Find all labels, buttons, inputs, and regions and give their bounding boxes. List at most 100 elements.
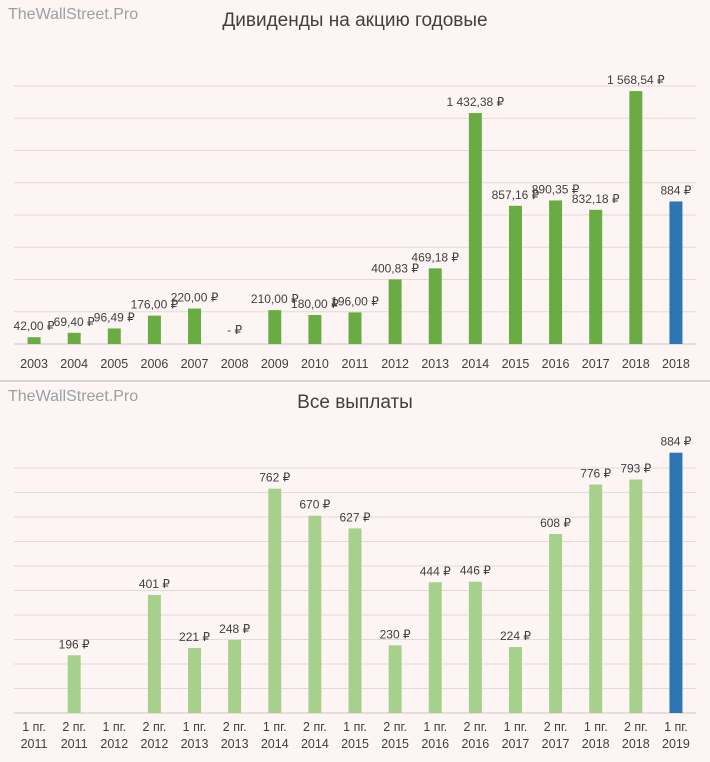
- tick-label: 2011: [21, 737, 48, 751]
- data-label: 832,18 ₽: [572, 192, 620, 206]
- tick-label: 1 пг.: [423, 720, 447, 734]
- tick-label: 2016: [461, 737, 489, 751]
- tick-label: 2012: [381, 357, 409, 371]
- watermark: TheWallStreet.Pro: [8, 6, 139, 23]
- data-label: 444 ₽: [420, 564, 451, 578]
- bar: [549, 533, 563, 713]
- tick-label: 2 пг.: [624, 720, 648, 734]
- watermark: TheWallStreet.Pro: [8, 388, 139, 405]
- tick-label: 2007: [181, 357, 209, 371]
- bar: [468, 113, 482, 345]
- data-label: - ₽: [227, 323, 242, 337]
- tick-label: 2017: [582, 357, 610, 371]
- data-label: 196 ₽: [59, 637, 90, 651]
- data-label: 469,18 ₽: [411, 250, 459, 264]
- data-label: 176,00 ₽: [131, 298, 179, 312]
- tick-label: 2013: [181, 737, 209, 751]
- tick-label: 2013: [421, 357, 449, 371]
- tick-label: 2015: [502, 357, 530, 371]
- bar: [107, 328, 121, 344]
- bar: [268, 488, 282, 713]
- annual-dividends-plot: 42,00 ₽ 2003 69,40 ₽ 2004 96,49 ₽ 2005 176,00 …: [14, 73, 696, 371]
- bar: [228, 639, 242, 713]
- data-label: 793 ₽: [620, 462, 651, 476]
- tick-label: 2004: [60, 357, 88, 371]
- bar: [67, 332, 81, 344]
- data-label: 884 ₽: [660, 435, 691, 449]
- tick-label: 2018: [622, 357, 650, 371]
- data-label: 248 ₽: [219, 622, 250, 636]
- chart-title: Все выплаты: [297, 392, 413, 413]
- tick-label: 2003: [20, 357, 48, 371]
- bar: [549, 200, 563, 344]
- data-label: 180,00 ₽: [291, 297, 339, 311]
- tick-label: 2013: [221, 737, 249, 751]
- tick-label: 2008: [221, 357, 249, 371]
- tick-label: 1 пг.: [102, 720, 126, 734]
- tick-label: 2006: [141, 357, 169, 371]
- data-label: 220,00 ₽: [171, 291, 219, 305]
- tick-label: 1 пг.: [504, 720, 528, 734]
- tick-label: 2 пг.: [62, 720, 86, 734]
- data-label: 224 ₽: [500, 629, 531, 643]
- data-label: 400,83 ₽: [371, 261, 419, 275]
- tick-label: 2 пг.: [143, 720, 167, 734]
- tick-label: 2014: [301, 737, 329, 751]
- tick-label: 2005: [100, 357, 128, 371]
- tick-label: 2011: [342, 357, 369, 371]
- data-label: 884 ₽: [660, 183, 691, 197]
- all-payments-chart: TheWallStreet.Pro Все выплаты 1 пг. 2011 1…: [0, 382, 710, 762]
- data-label: 446 ₽: [460, 564, 491, 578]
- data-label: 230 ₽: [380, 627, 411, 641]
- tick-label: 1 пг.: [22, 720, 46, 734]
- bar: [188, 308, 202, 344]
- bar: [629, 479, 643, 713]
- bar: [348, 312, 362, 344]
- data-label: 857,16 ₽: [492, 188, 540, 202]
- data-label: 1 568,54 ₽: [607, 73, 665, 87]
- tick-label: 2016: [542, 357, 570, 371]
- tick-label: 2 пг.: [544, 720, 568, 734]
- tick-label: 2015: [341, 737, 369, 751]
- tick-label: 2012: [100, 737, 128, 751]
- tick-label: 2018: [582, 737, 610, 751]
- tick-label: 2012: [141, 737, 169, 751]
- data-label: 608 ₽: [540, 516, 571, 530]
- tick-label: 2009: [261, 357, 289, 371]
- tick-label: 2018: [622, 737, 650, 751]
- tick-label: 2 пг.: [303, 720, 327, 734]
- chart-separator: [0, 380, 710, 382]
- tick-label: 1 пг.: [664, 720, 688, 734]
- data-label: 221 ₽: [179, 630, 210, 644]
- bar: [388, 645, 402, 713]
- tick-label: 2015: [381, 737, 409, 751]
- tick-label: 2010: [301, 357, 329, 371]
- tick-label: 1 пг.: [343, 720, 367, 734]
- bar: [27, 337, 41, 344]
- data-label: 776 ₽: [580, 467, 611, 481]
- bar: [147, 315, 161, 344]
- data-label: 42,00 ₽: [14, 319, 55, 333]
- bar: [669, 201, 683, 344]
- bar: [508, 205, 522, 344]
- data-label: 196,00 ₽: [331, 294, 379, 308]
- bar: [147, 594, 161, 713]
- data-label: 670 ₽: [299, 498, 330, 512]
- tick-label: 2 пг.: [223, 720, 247, 734]
- data-label: 96,49 ₽: [94, 310, 135, 324]
- bar: [268, 310, 282, 344]
- bar: [428, 582, 442, 713]
- bar: [308, 314, 322, 344]
- tick-label: 2018: [662, 357, 690, 371]
- bar: [629, 91, 643, 344]
- tick-label: 2017: [502, 737, 530, 751]
- bar: [188, 647, 202, 713]
- bar: [589, 484, 603, 713]
- bar: [428, 268, 442, 344]
- data-label: 890,35 ₽: [532, 182, 580, 196]
- data-label: 627 ₽: [340, 510, 371, 524]
- tick-label: 2016: [421, 737, 449, 751]
- data-label: 69,40 ₽: [54, 315, 95, 329]
- data-label: 401 ₽: [139, 577, 170, 591]
- tick-label: 2011: [61, 737, 88, 751]
